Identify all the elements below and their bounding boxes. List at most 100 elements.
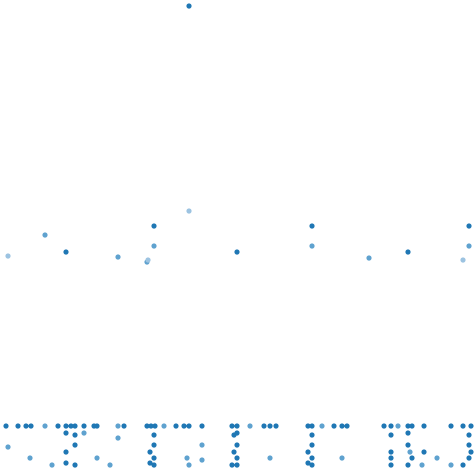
data-point	[3, 423, 9, 429]
data-point	[309, 432, 315, 438]
data-point	[68, 423, 74, 429]
data-point	[186, 462, 192, 468]
data-point	[151, 442, 157, 448]
data-point	[115, 254, 121, 260]
data-point	[186, 208, 192, 214]
data-point	[405, 249, 411, 255]
data-point	[421, 449, 427, 455]
data-point	[309, 423, 315, 429]
data-point	[319, 423, 325, 429]
data-point	[94, 423, 100, 429]
data-point	[121, 423, 127, 429]
data-point	[5, 444, 11, 450]
data-point	[115, 423, 121, 429]
data-point	[27, 455, 33, 461]
data-point	[229, 423, 235, 429]
data-point	[448, 423, 454, 429]
data-point	[199, 423, 205, 429]
data-point	[28, 423, 34, 429]
data-point	[409, 455, 415, 461]
data-point	[23, 423, 29, 429]
data-point	[261, 423, 267, 429]
data-point	[186, 3, 192, 9]
data-point	[309, 442, 315, 448]
data-point	[63, 249, 69, 255]
data-point	[144, 423, 150, 429]
data-point	[81, 423, 87, 429]
data-point	[460, 462, 466, 468]
data-point	[405, 423, 411, 429]
data-point	[184, 455, 190, 461]
data-point	[468, 423, 474, 429]
data-point	[147, 449, 153, 455]
data-point	[173, 423, 179, 429]
data-point	[161, 423, 167, 429]
data-point	[72, 442, 78, 448]
data-point	[115, 435, 121, 441]
data-point	[395, 423, 401, 429]
data-point	[388, 455, 394, 461]
data-point	[405, 430, 411, 436]
data-point	[305, 449, 311, 455]
data-point	[305, 423, 311, 429]
data-point	[199, 442, 205, 448]
data-point	[63, 423, 69, 429]
data-point	[405, 462, 411, 468]
data-point	[247, 423, 253, 429]
data-point	[388, 432, 394, 438]
data-point	[81, 430, 87, 436]
data-point	[151, 462, 157, 468]
data-point	[94, 455, 100, 461]
data-point	[305, 460, 311, 466]
data-point	[55, 423, 61, 429]
data-point	[5, 253, 11, 259]
data-point	[434, 455, 440, 461]
data-point	[466, 455, 472, 461]
data-point	[466, 442, 472, 448]
data-point	[309, 243, 315, 249]
data-point	[234, 423, 240, 429]
data-point	[63, 430, 69, 436]
data-point	[448, 462, 454, 468]
data-point	[267, 423, 273, 429]
data-point	[460, 423, 466, 429]
data-point	[49, 462, 55, 468]
data-point	[145, 257, 151, 263]
data-point	[468, 449, 474, 455]
data-point	[366, 255, 372, 261]
data-point	[273, 423, 279, 429]
data-point	[466, 223, 472, 229]
data-point	[231, 449, 237, 455]
data-point	[186, 423, 192, 429]
data-point	[339, 423, 345, 429]
data-point	[234, 442, 240, 448]
data-point	[147, 460, 153, 466]
data-point	[460, 257, 466, 263]
data-point	[234, 430, 240, 436]
data-point	[181, 423, 187, 429]
data-point	[339, 455, 345, 461]
data-point	[229, 462, 235, 468]
data-point	[199, 457, 205, 463]
data-point	[72, 462, 78, 468]
data-point	[421, 423, 427, 429]
data-point	[152, 423, 158, 429]
data-point	[388, 423, 394, 429]
data-point	[148, 423, 154, 429]
data-point	[409, 423, 415, 429]
data-point	[381, 423, 387, 429]
data-point	[151, 243, 157, 249]
data-point	[234, 249, 240, 255]
data-point	[63, 449, 69, 455]
data-point	[466, 432, 472, 438]
data-point	[309, 462, 315, 468]
data-point	[72, 432, 78, 438]
data-points	[3, 3, 474, 468]
data-point	[234, 462, 240, 468]
data-point	[63, 460, 69, 466]
data-point	[234, 455, 240, 461]
data-point	[42, 232, 48, 238]
data-point	[107, 462, 113, 468]
